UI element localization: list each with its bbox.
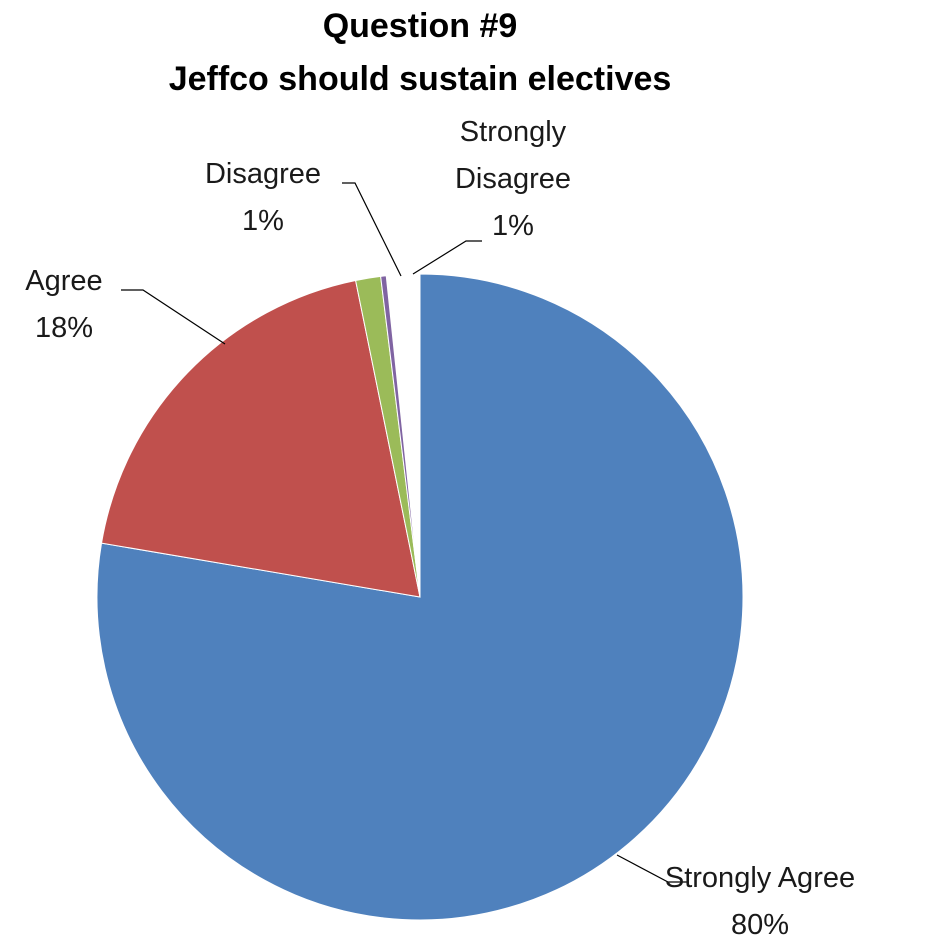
data-value-label-strongly-agree: 80% [731,909,789,939]
data-category-label-agree: Agree [25,265,102,297]
data-category-label-strongly-disagree: Disagree [455,163,571,195]
leader-line-strongly-agree [616,854,688,883]
chart-title: Question #9 [323,7,518,45]
data-category-label-strongly-disagree: Strongly [460,116,567,148]
pie-slices [96,273,744,921]
leader-line-strongly-disagree [412,240,482,275]
data-value-label-agree: 18% [35,312,93,344]
chart-subtitle: Jeffco should sustain electives [169,60,672,98]
leader-line-agree [121,289,226,345]
data-labels: Strongly Agree 80% Agree 18% Disagree 1% Stron… [25,116,855,939]
pie-slice-strongly-disagree [380,275,421,598]
data-category-label-strongly-agree: Strongly Agree [665,862,855,894]
data-category-label-disagree: Disagree [205,158,321,190]
leader-lines [121,182,688,883]
data-value-label-disagree: 1% [242,205,284,237]
pie-slice-agree [100,279,421,598]
data-value-label-strongly-disagree: 1% [492,210,534,242]
leader-line-disagree [342,182,402,277]
